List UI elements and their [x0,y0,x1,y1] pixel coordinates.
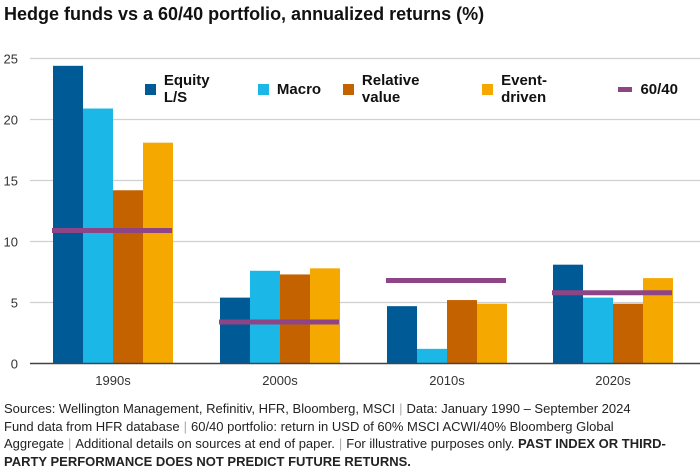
bar-relative-value [280,274,310,364]
legend-swatch [482,83,494,95]
footnote: Sources: Wellington Management, Refiniti… [4,400,698,466]
portfolio-note: 60/40 portfolio: return in USD of 60% MS… [4,418,614,452]
legend-line-swatch [618,86,633,92]
bar-macro [583,297,613,364]
y-tick-label: 10 [4,235,18,250]
x-tick-label: 2000s [262,373,298,388]
disclaimer: PAST INDEX OR THIRD-PARTY PERFORMANCE DO… [4,436,666,466]
illustrative-note: For illustrative purposes only. [346,436,515,451]
bar-equity-l-s [553,264,583,364]
y-tick-label: 0 [11,357,18,372]
fund-data-note: Fund data from HFR database [4,418,180,434]
legend-swatch [145,83,156,95]
bar-relative-value [113,190,143,364]
bar-equity-l-s [220,297,250,364]
y-tick-label: 5 [11,296,18,311]
y-tick-label: 25 [4,52,18,67]
legend-item-equity: Equity L/S [145,72,236,106]
legend-label: 60/40 [640,80,678,98]
legend-label: Relative value [361,72,420,106]
x-tick-label: 1990s [95,373,131,388]
legend-swatch [343,83,354,95]
bar-macro [250,270,280,364]
bar-relative-value [613,303,643,364]
bar-macro [417,348,447,364]
x-tick-label: 2020s [595,373,631,388]
legend-item-6040: 60/40 [618,72,678,106]
y-tick-label: 20 [4,113,18,128]
bar-event-driven [310,268,340,364]
sources: Sources: Wellington Management, Refiniti… [4,401,396,416]
legend-label: Event-driven [501,72,547,106]
bar-chart: 0 5 10 15 20 25 1990s 2000s 2010s 2020s [4,52,700,388]
x-tick-label: 2010s [429,373,465,388]
y-tick-label: 15 [4,174,18,189]
bar-equity-l-s [53,65,83,364]
bar-event-driven [477,303,507,364]
legend-swatch [257,83,269,95]
legend-item-macro: Macro [257,72,322,106]
chart-title: Hedge funds vs a 60/40 portfolio, annual… [4,4,485,24]
legend-label: Macro [276,80,322,98]
bar-relative-value [447,300,477,364]
bar-macro [83,108,113,364]
bar-equity-l-s [387,306,417,364]
legend-item-relative-value: Relative value [343,72,460,106]
details-note: Additional details on sources at end of … [75,436,335,451]
legend: Equity L/S Macro Relative value Event-dr… [145,72,700,106]
bar-event-driven [143,142,173,364]
data-range: Data: January 1990 – September 2024 [406,401,631,416]
legend-item-event-driven: Event-driven [482,72,590,106]
legend-label: Equity L/S [163,72,210,106]
